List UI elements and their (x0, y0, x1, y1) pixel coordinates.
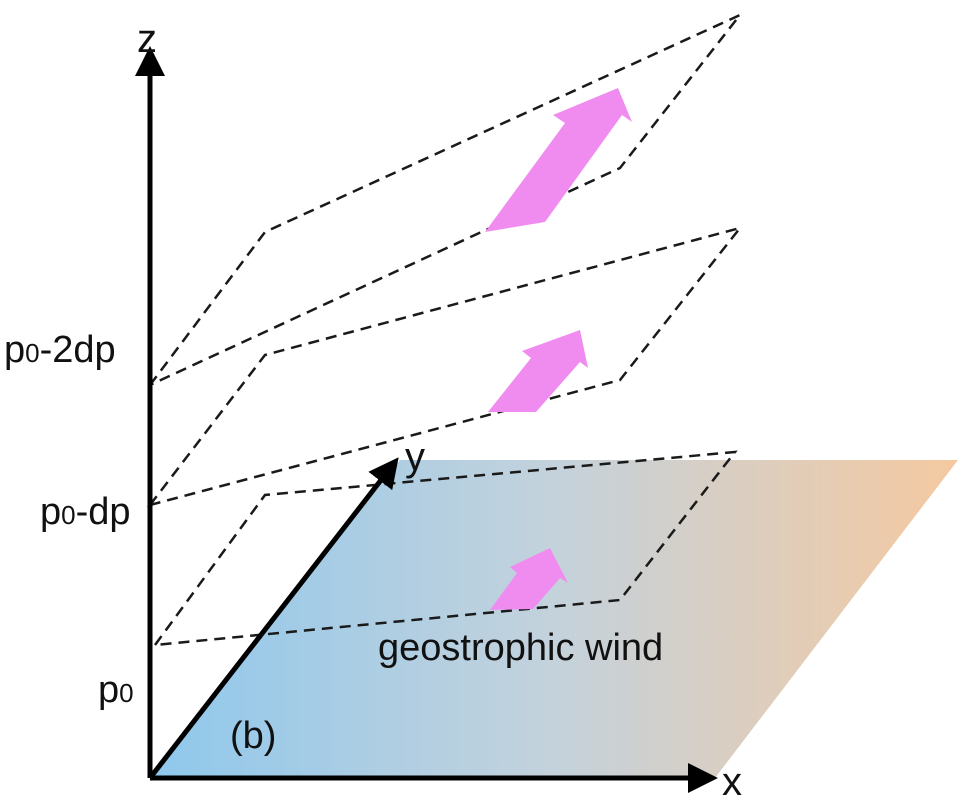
level-label-p0: p0 (98, 669, 134, 711)
isobaric-surface-p0 (152, 450, 738, 647)
z-axis-label: z (137, 17, 157, 61)
isobaric-surface-p0-dp (146, 225, 744, 508)
y-axis-label: y (405, 435, 425, 479)
x-axis-label: x (722, 760, 742, 802)
wind-arrow-lower (490, 548, 568, 610)
level-label-p0-2dp: p0-2dp (4, 329, 116, 371)
panel-label: (b) (230, 715, 276, 757)
geostrophic-wind-label: geostrophic wind (378, 627, 663, 669)
ground-xy-plane (150, 460, 958, 778)
isobaric-surface-p0-2dp (149, 13, 741, 387)
level-label-p0-dp: p0-dp (40, 491, 131, 533)
y-axis (148, 457, 399, 780)
wind-arrow-middle (488, 330, 588, 412)
wind-arrow-upper (485, 88, 632, 232)
